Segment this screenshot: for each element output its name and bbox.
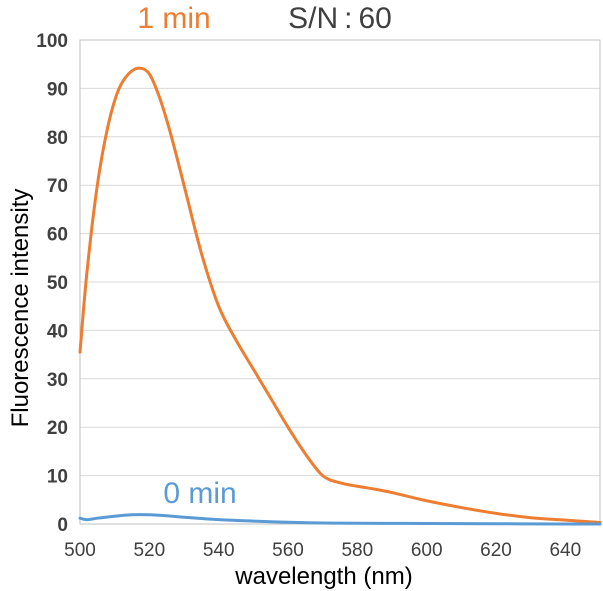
y-tick-label: 40 (47, 321, 68, 342)
series-0-annotation: 0 min (163, 477, 236, 510)
y-tick-label: 90 (47, 79, 68, 100)
y-tick-label: 50 (47, 273, 68, 294)
series-lines (78, 66, 602, 526)
x-tick-label: 620 (480, 540, 512, 561)
y-tick-label: 20 (47, 418, 68, 439)
y-tick-label: 30 (47, 370, 68, 391)
y-tick-label: 80 (47, 128, 68, 149)
series-1-annotation: 1 min (137, 2, 210, 35)
x-tick-labels: 500 520 540 560 580 600 620 640 (64, 540, 581, 561)
x-tick-label: 540 (203, 540, 235, 561)
x-tick-label: 560 (272, 540, 304, 561)
series-line-0-min (78, 513, 602, 526)
y-axis-label: Fluorescence intensity (7, 189, 34, 428)
y-tick-label: 10 (47, 467, 68, 488)
y-tick-label: 0 (57, 515, 68, 536)
y-tick-label: 100 (36, 31, 68, 52)
x-tick-label: 500 (64, 540, 96, 561)
x-tick-label: 580 (341, 540, 373, 561)
y-tick-label: 60 (47, 225, 68, 246)
signal-to-noise-annotation: S/N : 60 (288, 2, 392, 35)
y-tick-label: 70 (47, 176, 68, 197)
x-tick-label: 520 (133, 540, 165, 561)
x-tick-label: 640 (549, 540, 581, 561)
x-tick-label: 600 (411, 540, 443, 561)
x-axis-label: wavelength (nm) (234, 563, 412, 590)
y-tick-labels: 0 10 20 30 40 50 60 70 80 90 100 (36, 31, 68, 536)
series-line-1-min (78, 66, 602, 525)
